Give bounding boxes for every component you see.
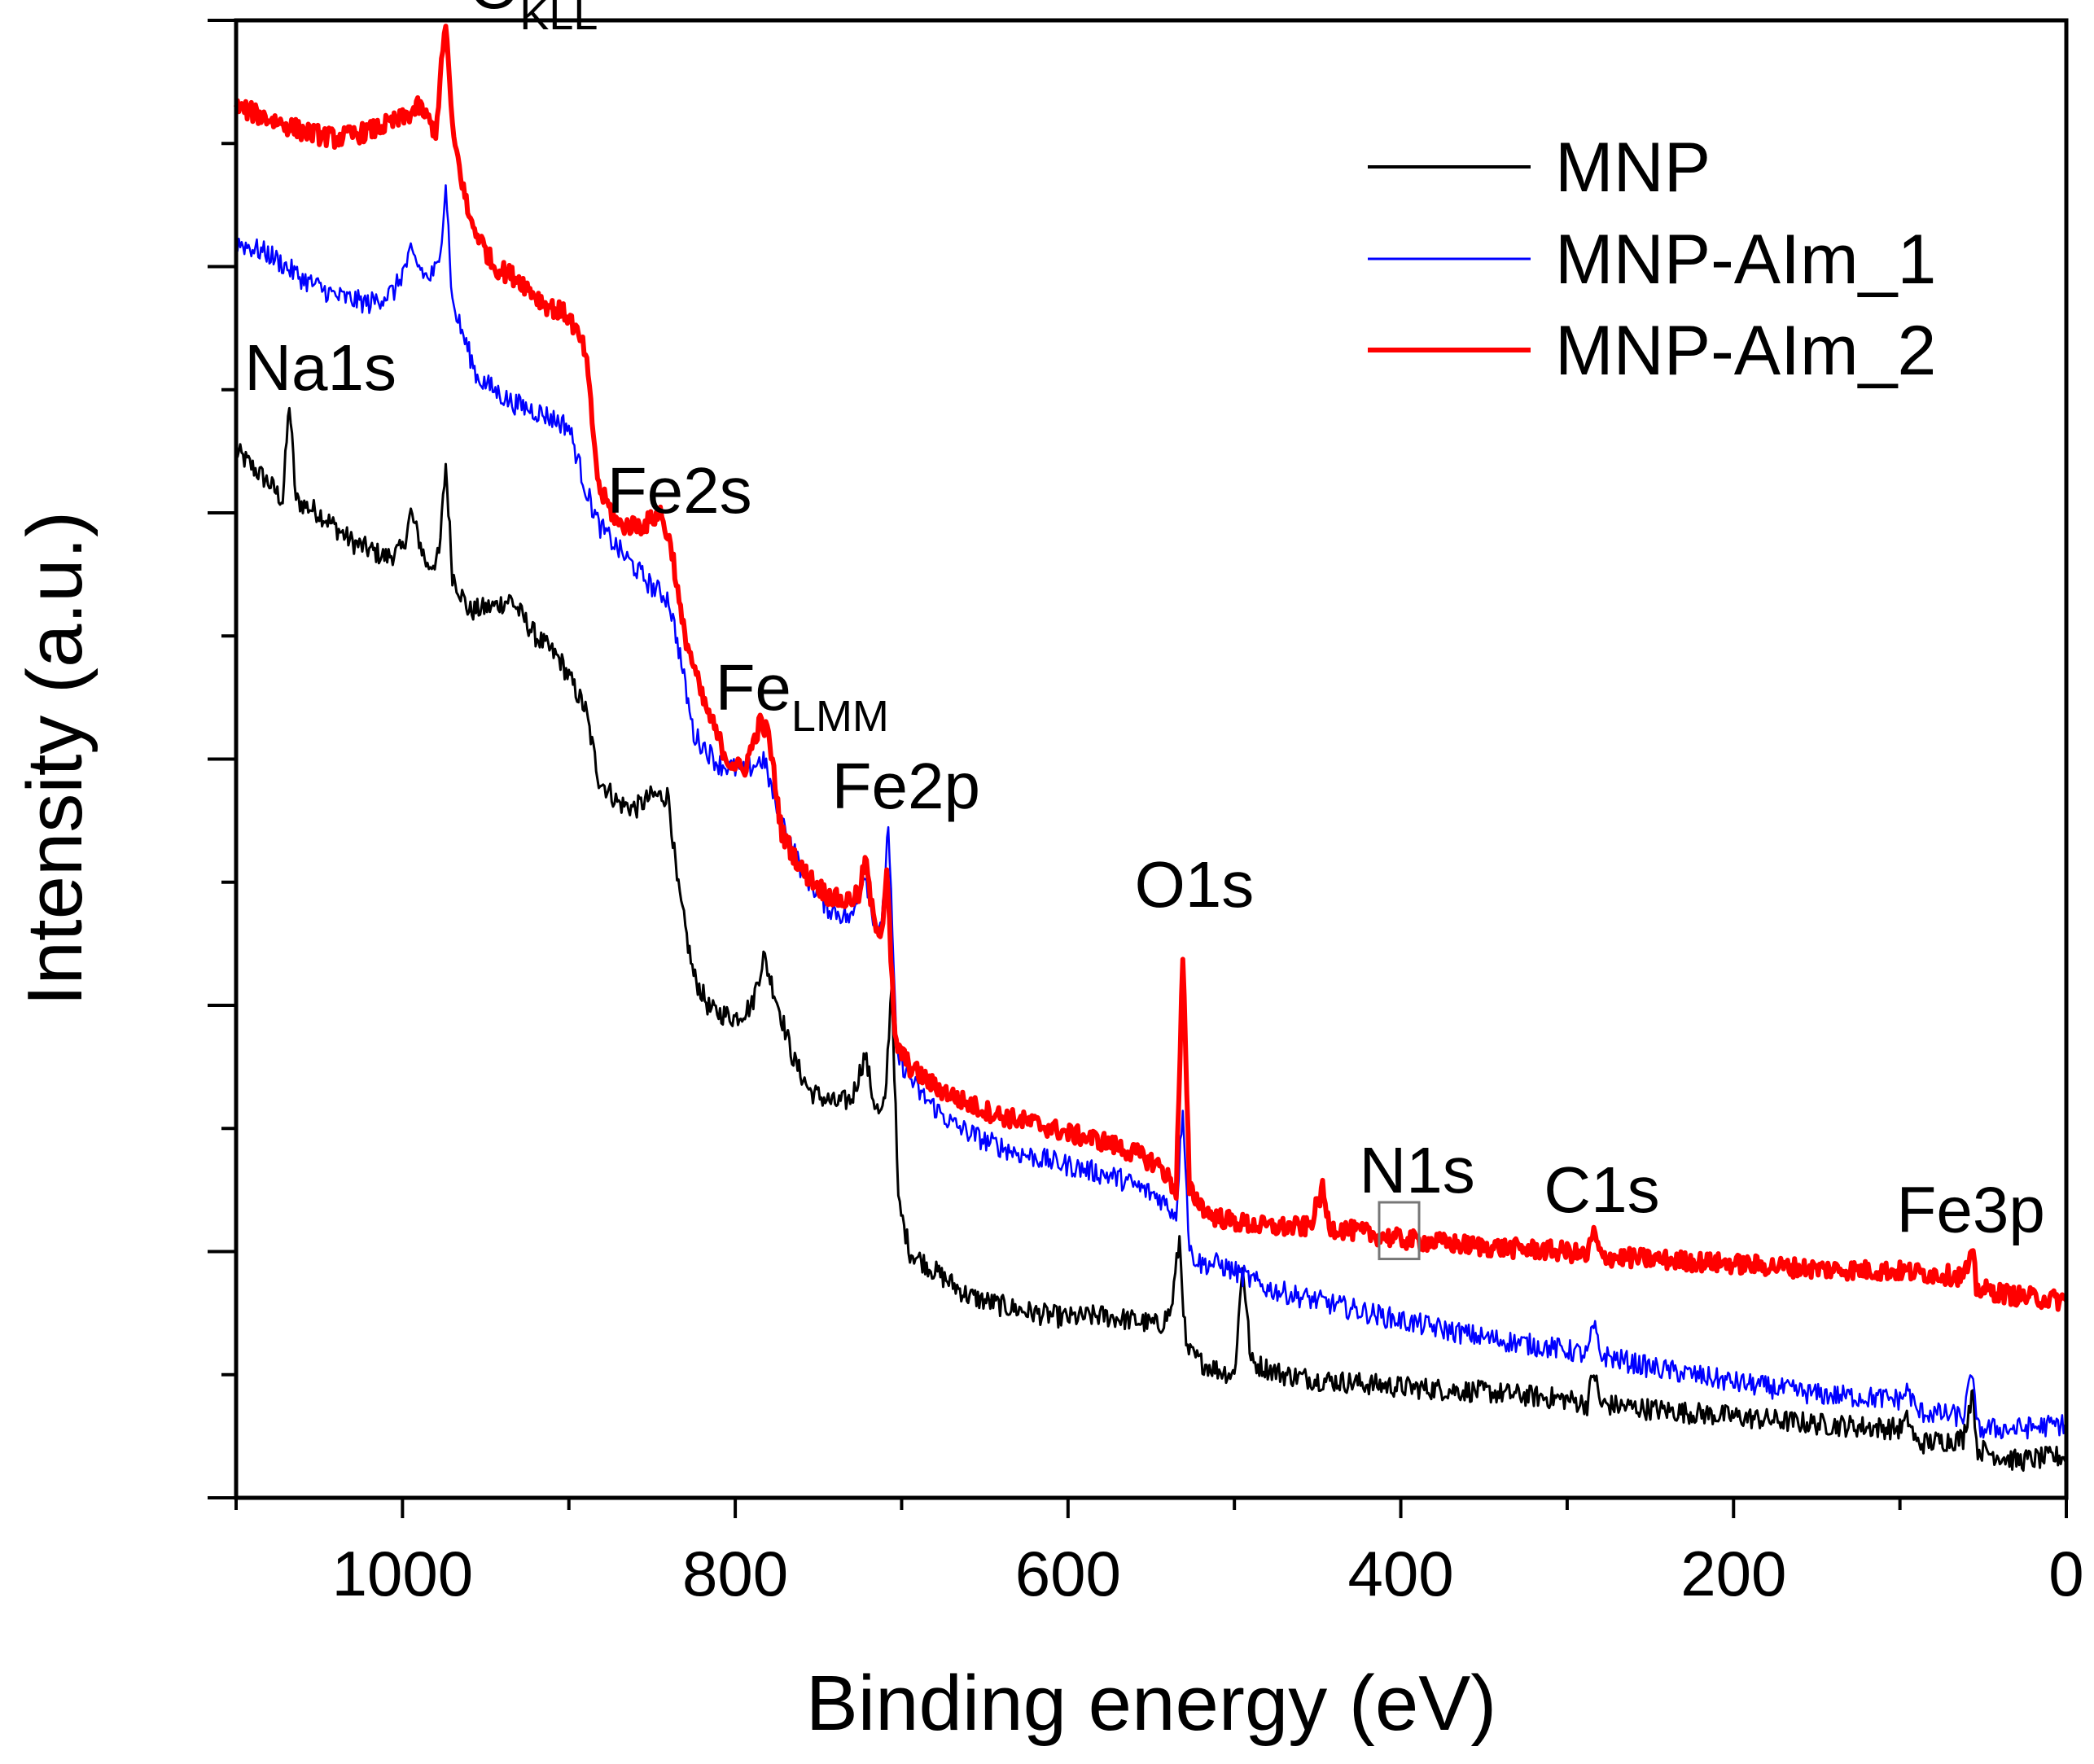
y-ticks-layer [208, 19, 236, 1499]
n1s-highlight-box [1378, 1201, 1421, 1261]
x-tick-label: 1000 [332, 1538, 474, 1609]
annotation-layer: OKLLNa1sFe2sFeLMMFe2pO1sN1sC1sFe3p [244, 0, 2045, 1245]
x-tick-label: 0 [2048, 1538, 2083, 1609]
series-layer [234, 24, 2069, 1472]
x-ticks-layer: 1000 800 600 400 200 0 [234, 1498, 2084, 1609]
peak-label-c1s: C1s [1544, 1153, 1659, 1226]
peak-label-fe2p: Fe2p [832, 750, 980, 822]
peak-label-okll: OKLL [469, 0, 598, 39]
x-axis-title: Binding energy (eV) [806, 1660, 1496, 1747]
peak-label-n1s: N1s [1359, 1134, 1474, 1206]
legend-label-mnp-aim-2: MNP-AIm_2 [1555, 312, 1936, 390]
series-line-mnp-aim-2 [234, 24, 2069, 1312]
peak-label-o1s: O1s [1135, 848, 1255, 921]
peak-label-fe2s: Fe2s [607, 454, 752, 527]
legend-label-mnp: MNP [1555, 129, 1711, 207]
x-tick-label: 800 [682, 1538, 788, 1609]
series-line-mnp-aim-1 [234, 184, 2067, 1440]
x-tick-label: 400 [1347, 1538, 1453, 1609]
peak-label-na1s: Na1s [244, 331, 396, 404]
peak-label-fe3p: Fe3p [1897, 1173, 2045, 1245]
y-axis-title: Intensity (a.u.) [11, 511, 99, 1006]
x-tick-label: 600 [1015, 1538, 1121, 1609]
legend: MNP MNP-AIm_1 MNP-AIm_2 [1368, 129, 1936, 390]
series-line-mnp [234, 406, 2068, 1472]
legend-label-mnp-aim-1: MNP-AIm_1 [1555, 221, 1936, 299]
x-tick-label: 200 [1680, 1538, 1786, 1609]
